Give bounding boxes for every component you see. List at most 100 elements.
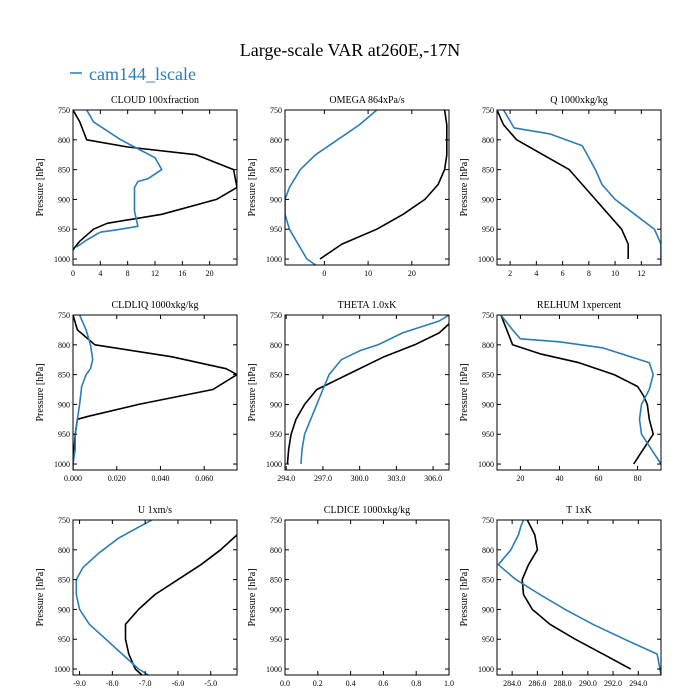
x-tick-label-cldliq: 0.040 xyxy=(151,474,169,483)
panel-cloud: CLOUD 100xfraction Pressure [hPa] 750 800 85… xyxy=(35,95,238,278)
y-tick-label-cldliq: 950 xyxy=(58,430,70,439)
y-tick-label-theta: 800 xyxy=(270,341,282,350)
panel-title-u: U 1xm/s xyxy=(138,505,172,516)
y-axis-label-q: Pressure [hPa] xyxy=(459,158,470,216)
plot-frame-u xyxy=(72,519,238,676)
y-tick-label-q: 950 xyxy=(482,225,494,234)
x-tick-label-cldice: 0.0 xyxy=(280,679,290,688)
y-tick-label-cldliq: 800 xyxy=(58,341,70,350)
y-tick-label-u: 750 xyxy=(58,516,70,525)
y-tick-label-cldice: 850 xyxy=(270,576,282,585)
x-tick-label-u: -7.0 xyxy=(139,679,152,688)
y-tick-label-omega: 750 xyxy=(270,106,282,115)
x-tick-label-q: 8 xyxy=(587,269,591,278)
y-tick-label-cloud: 800 xyxy=(58,136,70,145)
y-tick-label-u: 800 xyxy=(58,546,70,555)
y-tick-label-q: 850 xyxy=(482,166,494,175)
panel-title-cloud: CLOUD 100xfraction xyxy=(111,95,199,106)
x-tick-label-t: 286.0 xyxy=(528,679,546,688)
series-line-cam144-lscale-t xyxy=(497,520,661,675)
y-tick-label-q: 750 xyxy=(482,106,494,115)
x-tick-label-omega: 0 xyxy=(322,269,326,278)
x-tick-label-cloud: 4 xyxy=(98,269,102,278)
y-tick-label-t: 800 xyxy=(482,546,494,555)
y-tick-label-cldliq: 1000 xyxy=(54,460,70,469)
x-tick-label-theta: 303.0 xyxy=(387,474,405,483)
panel-title-t: T 1xK xyxy=(566,505,592,516)
plot-frame-relhum xyxy=(496,314,662,471)
legend: cam144_lscale xyxy=(70,64,196,84)
x-tick-label-theta: 306.0 xyxy=(424,474,442,483)
y-axis-label-t: Pressure [hPa] xyxy=(459,568,470,626)
y-tick-label-theta: 750 xyxy=(270,311,282,320)
y-tick-label-relhum: 800 xyxy=(482,341,494,350)
plot-frame-cldice xyxy=(284,519,450,676)
y-axis-label-cldice: Pressure [hPa] xyxy=(247,568,258,626)
y-tick-label-t: 950 xyxy=(482,635,494,644)
panel-relhum: RELHUM 1xpercent Pressure [hPa] 750 800 850 9… xyxy=(459,300,662,483)
y-tick-label-theta: 950 xyxy=(270,430,282,439)
y-tick-label-cloud: 950 xyxy=(58,225,70,234)
panel-cldice: CLDICE 1000xkg/kg Pressure [hPa] 750 800 850… xyxy=(247,505,454,688)
y-tick-label-cldice: 750 xyxy=(270,516,282,525)
y-tick-label-q: 1000 xyxy=(478,255,494,264)
plot-frame-cldliq xyxy=(72,314,238,471)
series-line-black-omega xyxy=(319,110,448,260)
y-axis-label-theta: Pressure [hPa] xyxy=(247,363,258,421)
series-line-cam144-lscale-q xyxy=(502,110,661,265)
y-tick-label-relhum: 750 xyxy=(482,311,494,320)
series-line-black-cldliq xyxy=(73,315,237,465)
x-tick-label-relhum: 80 xyxy=(634,474,642,483)
x-tick-label-cloud: 16 xyxy=(178,269,186,278)
x-tick-label-cloud: 20 xyxy=(206,269,214,278)
y-tick-label-cldliq: 750 xyxy=(58,311,70,320)
series-line-black-u xyxy=(124,534,237,675)
series-line-cam144-lscale-cloud xyxy=(75,110,163,248)
series-line-black-t xyxy=(521,520,632,670)
x-tick-label-u: -9.0 xyxy=(73,679,86,688)
panel-title-cldliq: CLDLIQ 1000xkg/kg xyxy=(112,300,199,311)
x-tick-label-cldliq: 0.000 xyxy=(64,474,82,483)
figure-title: Large-scale VAR at260E,-17N xyxy=(240,40,460,60)
x-tick-label-relhum: 40 xyxy=(555,474,563,483)
series-line-cam144-lscale-omega xyxy=(285,110,378,265)
plot-frame-cloud xyxy=(72,109,238,266)
panel-u: U 1xm/s Pressure [hPa] 750 800 850 900 950 1000… xyxy=(35,505,238,688)
y-tick-label-q: 800 xyxy=(482,136,494,145)
y-tick-label-relhum: 900 xyxy=(482,400,494,409)
legend-label: cam144_lscale xyxy=(89,64,196,84)
y-axis-label-cldliq: Pressure [hPa] xyxy=(35,363,46,421)
series-line-black-q xyxy=(497,110,630,259)
plot-frame-theta xyxy=(284,314,450,471)
x-tick-label-theta: 297.0 xyxy=(314,474,332,483)
y-tick-label-relhum: 950 xyxy=(482,430,494,439)
series-line-cam144-lscale-cldliq xyxy=(73,315,94,470)
y-tick-label-cldice: 900 xyxy=(270,605,282,614)
y-tick-label-t: 750 xyxy=(482,516,494,525)
plot-frame-q xyxy=(496,109,662,266)
panel-q: Q 1000xkg/kg Pressure [hPa] 750 800 850 900 95… xyxy=(459,95,662,278)
panel-title-q: Q 1000xkg/kg xyxy=(550,95,608,106)
y-tick-label-cldliq: 900 xyxy=(58,400,70,409)
y-tick-label-cloud: 900 xyxy=(58,195,70,204)
y-tick-label-cldice: 800 xyxy=(270,546,282,555)
y-axis-label-omega: Pressure [hPa] xyxy=(247,158,258,216)
y-axis-label-relhum: Pressure [hPa] xyxy=(459,363,470,421)
y-tick-label-relhum: 850 xyxy=(482,371,494,380)
y-tick-label-omega: 1000 xyxy=(266,255,282,264)
x-tick-label-q: 12 xyxy=(637,269,645,278)
x-tick-label-cldice: 0.6 xyxy=(378,679,388,688)
y-tick-label-u: 850 xyxy=(58,576,70,585)
y-tick-label-theta: 900 xyxy=(270,400,282,409)
series-line-cam144-lscale-u xyxy=(75,520,153,675)
panel-omega: OMEGA 864xPa/s Pressure [hPa] 750 800 850 900… xyxy=(247,95,450,278)
y-tick-label-u: 1000 xyxy=(54,665,70,674)
x-tick-label-q: 10 xyxy=(611,269,619,278)
series-line-cam144-lscale-relhum xyxy=(500,315,661,465)
y-axis-label-cloud: Pressure [hPa] xyxy=(35,158,46,216)
y-tick-label-theta: 850 xyxy=(270,371,282,380)
y-tick-label-t: 1000 xyxy=(478,665,494,674)
x-tick-label-omega: 10 xyxy=(364,269,372,278)
